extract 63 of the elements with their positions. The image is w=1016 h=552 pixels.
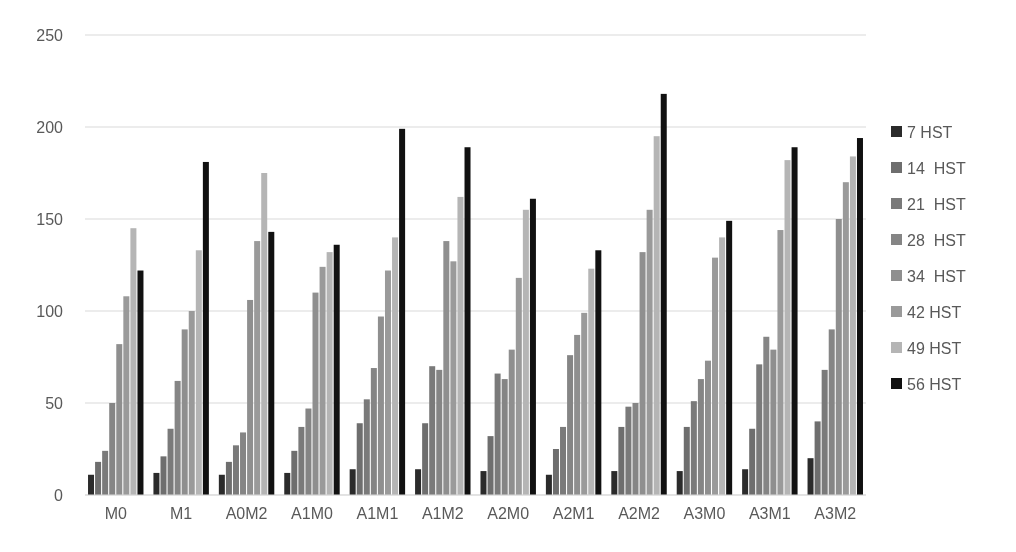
bar (137, 270, 144, 495)
y-tick-label: 150 (36, 210, 64, 228)
bar (326, 252, 333, 495)
x-tick-label: A3M0 (683, 505, 726, 522)
bar (653, 136, 660, 495)
y-tick-label: 50 (45, 394, 64, 412)
x-tick-label: A2M2 (618, 505, 661, 522)
legend-label: 49 HST (907, 339, 962, 357)
bar (392, 237, 399, 495)
bar (160, 456, 167, 495)
bar (261, 173, 268, 495)
bar (457, 196, 464, 495)
x-tick-label: A3M2 (814, 505, 857, 522)
legend-label: 34 HST (907, 267, 966, 285)
x-tick-label: A2M0 (487, 505, 530, 522)
bar (784, 160, 791, 495)
legend-label: 56 HST (907, 375, 962, 393)
bar (726, 220, 733, 495)
bar (807, 458, 814, 495)
legend-label: 42 HST (907, 303, 962, 321)
bar (202, 161, 209, 495)
bar (595, 250, 602, 495)
bar (611, 471, 618, 495)
bar (333, 244, 340, 495)
bar (791, 147, 798, 495)
bar (349, 469, 356, 495)
x-tick-label: A1M2 (421, 505, 464, 522)
bar (195, 250, 202, 495)
x-tick-label: A2M1 (552, 505, 595, 522)
bar (545, 474, 552, 495)
bar (660, 93, 667, 495)
bar (856, 138, 863, 495)
bar (676, 471, 683, 495)
x-tick-label: A0M2 (225, 505, 268, 522)
y-tick-label: 100 (36, 302, 64, 320)
bar (218, 474, 225, 495)
x-tick-label: M1 (170, 505, 193, 522)
x-tick-label: A1M1 (356, 505, 399, 522)
bar (849, 156, 856, 495)
bar (130, 228, 137, 495)
y-tick-label: 0 (54, 486, 64, 504)
bar (480, 471, 487, 495)
y-tick-label: 250 (36, 26, 64, 44)
bar (88, 474, 95, 495)
x-tick-label: A3M1 (748, 505, 791, 522)
legend-label: 7 HST (907, 123, 953, 141)
legend-label: 28 HST (907, 231, 966, 249)
bar (399, 128, 406, 495)
bar (719, 237, 726, 495)
bar (153, 472, 160, 495)
bar (464, 147, 471, 495)
bar (588, 268, 595, 495)
y-tick-label: 200 (36, 118, 64, 136)
bar (415, 469, 422, 495)
bar (268, 231, 275, 495)
legend-label: 14 HST (907, 159, 966, 177)
bar (522, 209, 529, 495)
bar (529, 198, 536, 495)
legend-label: 21 HST (907, 195, 966, 213)
bar (742, 469, 749, 495)
bar (284, 472, 291, 495)
x-tick-label: M0 (104, 505, 127, 522)
x-tick-label: A1M0 (291, 505, 333, 522)
